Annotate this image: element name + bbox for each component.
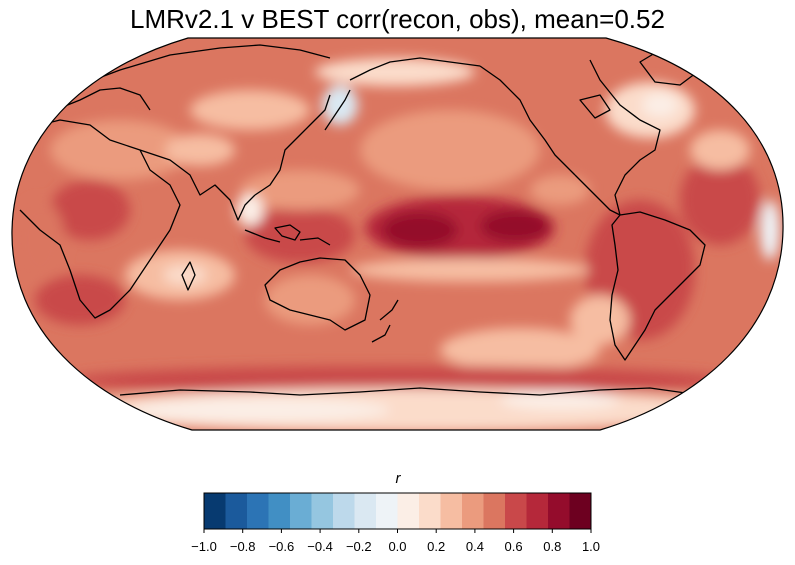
colorbar-swatch xyxy=(440,493,463,529)
colorbar-tick-label: 0.6 xyxy=(505,539,523,554)
map-title: LMRv2.1 v BEST corr(recon, obs), mean=0.… xyxy=(130,4,665,34)
colorbar-swatch xyxy=(225,493,248,529)
colorbar-swatch xyxy=(397,493,420,529)
colorbar-tick-label: 0.2 xyxy=(427,539,445,554)
colorbar-swatch xyxy=(354,493,377,529)
colorbar-swatches xyxy=(204,493,592,529)
colorbar-swatch xyxy=(419,493,441,529)
colorbar-swatch xyxy=(569,493,592,529)
globe-border xyxy=(11,37,784,431)
colorbar-tick-label: −0.6 xyxy=(269,539,295,554)
colorbar-swatch xyxy=(376,493,398,529)
colorbar-swatch xyxy=(548,493,570,529)
colorbar-label: r xyxy=(395,470,401,487)
colorbar-swatch xyxy=(483,493,506,529)
colorbar-tick-label: 1.0 xyxy=(582,539,600,554)
colorbar-ticks: −1.0 −0.8 −0.6 −0.4 −0.2 0.0 0.2 0.4 0.6 0.8 1.0 xyxy=(191,529,600,554)
colorbar-tick-label: −1.0 xyxy=(191,539,217,554)
colorbar-swatch xyxy=(204,493,226,529)
colorbar-tick-label: 0.4 xyxy=(466,539,484,554)
colorbar-tick-label: 0.8 xyxy=(543,539,561,554)
colorbar-tick-label: −0.4 xyxy=(307,539,333,554)
colorbar-tick-label: −0.8 xyxy=(230,539,256,554)
colorbar-tick-label: 0.0 xyxy=(388,539,406,554)
colorbar-swatch xyxy=(247,493,269,529)
colorbar-swatch xyxy=(290,493,312,529)
colorbar-swatch xyxy=(333,493,355,529)
colorbar-swatch xyxy=(311,493,334,529)
colorbar-swatch xyxy=(268,493,291,529)
correlation-map xyxy=(11,37,784,431)
map-field xyxy=(11,38,784,430)
colorbar-swatch xyxy=(526,493,549,529)
colorbar-swatch xyxy=(505,493,527,529)
colorbar-swatch xyxy=(462,493,484,529)
colorbar-tick-label: −0.2 xyxy=(346,539,372,554)
